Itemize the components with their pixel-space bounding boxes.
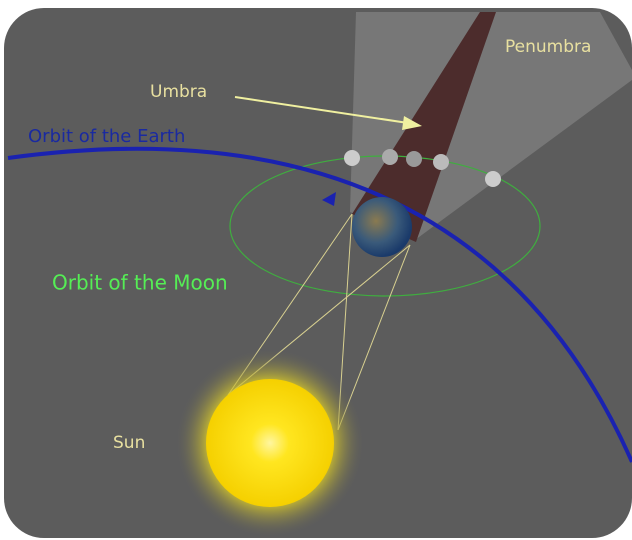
- moon-orbit-label: Orbit of the Moon: [52, 271, 228, 295]
- eclipse-diagram: Penumbra Umbra Orbit of the Earth Orbit …: [0, 0, 632, 540]
- sun: [206, 379, 334, 507]
- penumbra-label: Penumbra: [505, 37, 591, 57]
- earth: [352, 197, 412, 257]
- umbra-label: Umbra: [150, 82, 207, 102]
- sun-label: Sun: [113, 433, 145, 453]
- earth-orbit-label: Orbit of the Earth: [28, 126, 185, 147]
